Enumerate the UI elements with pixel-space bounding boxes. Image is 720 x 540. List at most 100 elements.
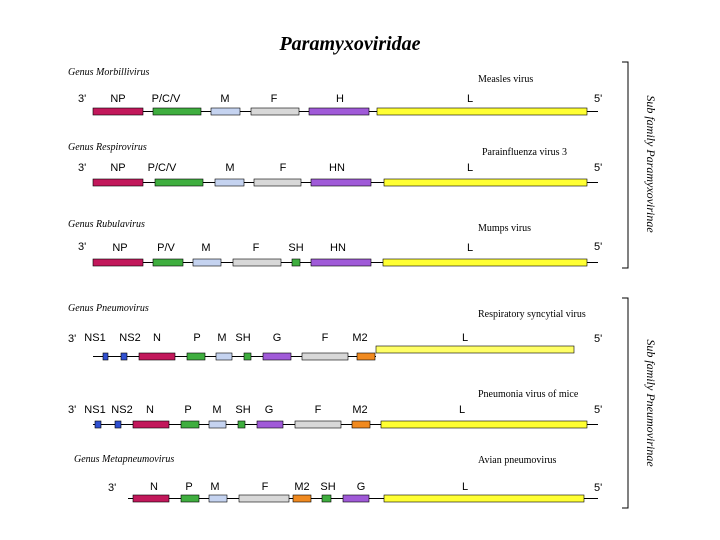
gene-sh-label: SH	[288, 242, 303, 254]
gene-m2-box	[292, 494, 312, 503]
gene-n-box	[138, 352, 176, 361]
three-prime-end: 3'	[68, 404, 76, 416]
gene-n-label: N	[150, 481, 158, 493]
gene-f-label: F	[271, 93, 278, 105]
gene-g-box	[256, 420, 284, 429]
gene-m-label: M	[217, 332, 226, 344]
gene-p-label: P	[185, 481, 192, 493]
gene-m2-label: M2	[352, 404, 367, 416]
gene-m2-box	[356, 352, 376, 361]
gene-p-v-box	[152, 258, 184, 267]
gene-np-label: NP	[112, 242, 127, 254]
gene-p-label: P	[184, 404, 191, 416]
gene-p-v-label: P/V	[157, 242, 175, 254]
gene-m2-label: M2	[352, 332, 367, 344]
gene-hn-label: HN	[330, 242, 346, 254]
gene-l-box	[376, 107, 588, 116]
virus-name: Respiratory syncytial virus	[478, 309, 586, 320]
genome-row-measles-virus: Genus Morbillivirus Measles virus 3' 5' NP P/…	[68, 67, 602, 116]
gene-f-label: F	[262, 481, 269, 493]
gene-f-label: F	[280, 162, 287, 174]
gene-sh-label: SH	[235, 332, 250, 344]
bracket-line	[622, 61, 629, 269]
virus-name: Parainfluenza virus 3	[482, 147, 567, 158]
five-prime-end: 5'	[594, 482, 602, 494]
gene-l-label: L	[467, 162, 473, 174]
gene-np-box	[92, 107, 144, 116]
gene-g-label: G	[265, 404, 274, 416]
gene-ns1-label: NS1	[84, 332, 105, 344]
gene-ns1-label: NS1	[84, 404, 105, 416]
gene-p-c-v-label: P/C/V	[148, 162, 177, 174]
gene-l-box	[382, 258, 588, 267]
gene-f-box	[301, 352, 349, 361]
gene-m-label: M	[220, 93, 229, 105]
gene-sh-label: SH	[320, 481, 335, 493]
gene-m-label: M	[212, 404, 221, 416]
five-prime-end: 5'	[594, 162, 602, 174]
five-prime-end: 5'	[594, 404, 602, 416]
bracket-line	[622, 297, 629, 509]
gene-ns2-box	[120, 352, 128, 361]
gene-n-box	[132, 494, 170, 503]
gene-m-box	[215, 352, 233, 361]
virus-name: Avian pneumovirus	[478, 455, 557, 466]
gene-hn-label: HN	[329, 162, 345, 174]
five-prime-end: 5'	[594, 93, 602, 105]
gene-m2-box	[351, 420, 371, 429]
gene-hn-box	[310, 258, 372, 267]
five-prime-end: 5'	[594, 241, 602, 253]
gene-m-label: M	[210, 481, 219, 493]
gene-n-box	[132, 420, 170, 429]
three-prime-end: 3'	[78, 93, 86, 105]
gene-sh-box	[243, 352, 252, 361]
gene-n-label: N	[153, 332, 161, 344]
gene-sh-box	[321, 494, 332, 503]
gene-hn-box	[310, 178, 372, 187]
gene-l-label: L	[467, 242, 473, 254]
gene-l-label: L	[467, 93, 473, 105]
gene-sh-box	[237, 420, 246, 429]
gene-f-box	[238, 494, 290, 503]
genome-row-mumps-virus: Genus Rubulavirus Mumps virus 3' 5' NP P/V M F S…	[68, 219, 602, 267]
gene-f-label: F	[253, 242, 260, 254]
gene-ns2-label: NS2	[111, 404, 132, 416]
subfamily-bracket-1: Sub family Paramyxovirinae	[622, 61, 658, 269]
gene-m-box	[210, 107, 241, 116]
gene-m-label: M	[225, 162, 234, 174]
gene-l-label: L	[462, 332, 468, 344]
three-prime-end: 3'	[108, 482, 116, 494]
gene-f-label: F	[315, 404, 322, 416]
five-prime-end: 5'	[594, 333, 602, 345]
gene-ns1-box	[94, 420, 102, 429]
gene-np-label: NP	[110, 93, 125, 105]
gene-f-box	[250, 107, 300, 116]
subfamily-label: Sub family Paramyxovirinae	[644, 95, 658, 233]
gene-p-box	[180, 420, 200, 429]
gene-f-label: F	[322, 332, 329, 344]
gene-m-box	[214, 178, 245, 187]
gene-ns1-box	[102, 352, 109, 361]
diagram-title: Paramyxoviridae	[278, 33, 420, 55]
genus-label: Genus Pneumovirus	[68, 303, 149, 314]
gene-np-box	[92, 258, 144, 267]
gene-m-box	[192, 258, 222, 267]
subfamily-label: Sub family Pneumovirinae	[644, 339, 658, 467]
gene-f-box	[253, 178, 302, 187]
gene-l-box	[383, 178, 588, 187]
subfamily-brackets: Sub family Paramyxovirinae Sub family Pne…	[622, 61, 658, 509]
gene-np-label: NP	[110, 162, 125, 174]
gene-g-box	[342, 494, 370, 503]
genome-row-pneumonia-virus-of-mice: Pneumonia virus of mice 3' 5' NS1 NS2 N P M SH G F…	[68, 389, 602, 429]
gene-l-box	[383, 494, 585, 503]
gene-ns2-label: NS2	[119, 332, 140, 344]
genus-label: Genus Morbillivirus	[68, 67, 149, 78]
gene-np-box	[92, 178, 144, 187]
gene-p-c-v-box	[152, 107, 202, 116]
three-prime-end: 3'	[68, 333, 76, 345]
gene-m-box	[208, 494, 228, 503]
gene-sh-box	[291, 258, 301, 267]
gene-h-label: H	[336, 93, 344, 105]
